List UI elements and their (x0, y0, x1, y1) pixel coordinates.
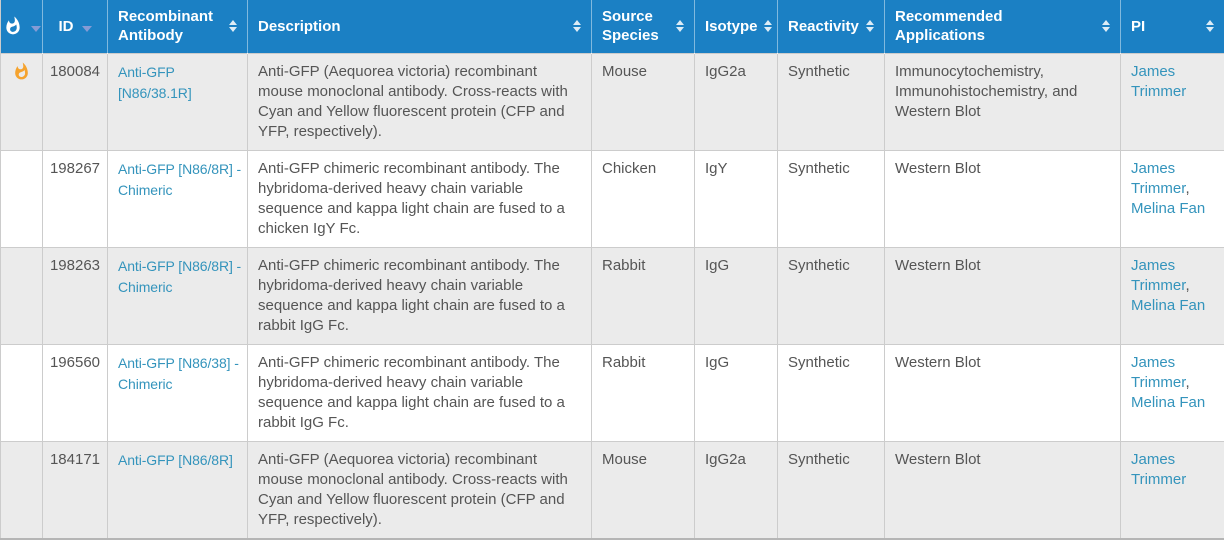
cell-isotype: IgY (695, 150, 778, 247)
pi-link[interactable]: Melina Fan (1131, 297, 1205, 314)
column-header-pi[interactable]: PI (1121, 0, 1224, 53)
column-label: PI (1131, 17, 1145, 36)
cell-description: Anti-GFP chimeric recombinant antibody. … (248, 247, 592, 344)
cell-antibody: Anti-GFP [N86/38] - Chimeric (108, 344, 248, 441)
pi-link[interactable]: James Trimmer (1131, 354, 1185, 391)
column-label: Source Species (602, 7, 670, 45)
sort-descending-icon (82, 26, 92, 32)
cell-hot (1, 53, 43, 150)
cell-pi: James Trimmer, Melina Fan (1121, 247, 1224, 344)
pi-link[interactable]: James Trimmer (1131, 257, 1185, 294)
sort-icon (573, 20, 581, 32)
cell-id: 184171 (43, 441, 108, 539)
cell-reactivity: Synthetic (778, 150, 885, 247)
sort-icon (229, 20, 237, 32)
pi-link[interactable]: James Trimmer (1131, 160, 1185, 197)
cell-description: Anti-GFP (Aequorea victoria) recombinant… (248, 441, 592, 539)
cell-antibody: Anti-GFP [N86/8R] (108, 441, 248, 539)
cell-reactivity: Synthetic (778, 247, 885, 344)
sort-descending-icon (31, 26, 41, 32)
table-row: 198263 Anti-GFP [N86/8R] - Chimeric Anti… (1, 247, 1224, 344)
cell-id: 196560 (43, 344, 108, 441)
cell-id: 198267 (43, 150, 108, 247)
flame-icon (3, 16, 23, 36)
sort-icon (1206, 20, 1214, 32)
column-header-reactivity[interactable]: Reactivity (778, 0, 885, 53)
column-label: Recommended Applications (895, 7, 1096, 45)
cell-source-species: Rabbit (592, 344, 695, 441)
cell-reactivity: Synthetic (778, 53, 885, 150)
cell-pi: James Trimmer, Melina Fan (1121, 344, 1224, 441)
antibody-link[interactable]: Anti-GFP [N86/8R] (118, 452, 233, 468)
cell-pi: James Trimmer (1121, 441, 1224, 539)
pi-link[interactable]: Melina Fan (1131, 394, 1205, 411)
pi-link[interactable]: James Trimmer (1131, 451, 1186, 488)
pi-separator: , (1185, 374, 1189, 391)
sort-icon (1102, 20, 1110, 32)
cell-source-species: Mouse (592, 441, 695, 539)
antibody-link[interactable]: Anti-GFP [N86/38] - Chimeric (118, 355, 239, 392)
cell-pi: James Trimmer (1121, 53, 1224, 150)
column-label: Reactivity (788, 17, 859, 36)
antibody-link[interactable]: Anti-GFP [N86/8R] - Chimeric (118, 258, 241, 295)
cell-isotype: IgG2a (695, 53, 778, 150)
sort-icon (764, 20, 772, 32)
cell-id: 198263 (43, 247, 108, 344)
cell-description: Anti-GFP chimeric recombinant antibody. … (248, 344, 592, 441)
column-label: ID (59, 17, 74, 36)
cell-source-species: Chicken (592, 150, 695, 247)
cell-antibody: Anti-GFP [N86/8R] - Chimeric (108, 150, 248, 247)
cell-applications: Immunocytochemistry, Immunohistochemistr… (885, 53, 1121, 150)
antibody-link[interactable]: Anti-GFP [N86/38.1R] (118, 64, 192, 101)
cell-description: Anti-GFP (Aequorea victoria) recombinant… (248, 53, 592, 150)
cell-isotype: IgG (695, 247, 778, 344)
cell-applications: Western Blot (885, 150, 1121, 247)
cell-applications: Western Blot (885, 247, 1121, 344)
cell-source-species: Mouse (592, 53, 695, 150)
cell-reactivity: Synthetic (778, 441, 885, 539)
cell-applications: Western Blot (885, 344, 1121, 441)
hot-flame-icon (12, 62, 31, 81)
column-label: Recombinant Antibody (118, 7, 223, 45)
cell-source-species: Rabbit (592, 247, 695, 344)
column-header-isotype[interactable]: Isotype (695, 0, 778, 53)
cell-hot (1, 150, 43, 247)
table-row: 184171 Anti-GFP [N86/8R] Anti-GFP (Aequo… (1, 441, 1224, 539)
cell-hot (1, 247, 43, 344)
cell-pi: James Trimmer, Melina Fan (1121, 150, 1224, 247)
pi-link[interactable]: James Trimmer (1131, 63, 1186, 100)
table-header: ID Recombinant Antibody Description Sour… (1, 0, 1224, 53)
column-header-recommended-applications[interactable]: Recommended Applications (885, 0, 1121, 53)
cell-isotype: IgG2a (695, 441, 778, 539)
column-header-description[interactable]: Description (248, 0, 592, 53)
cell-hot (1, 344, 43, 441)
column-header-recombinant-antibody[interactable]: Recombinant Antibody (108, 0, 248, 53)
cell-antibody: Anti-GFP [N86/38.1R] (108, 53, 248, 150)
cell-hot (1, 441, 43, 539)
cell-description: Anti-GFP chimeric recombinant antibody. … (248, 150, 592, 247)
column-header-source-species[interactable]: Source Species (592, 0, 695, 53)
cell-id: 180084 (43, 53, 108, 150)
cell-antibody: Anti-GFP [N86/8R] - Chimeric (108, 247, 248, 344)
cell-reactivity: Synthetic (778, 344, 885, 441)
cell-applications: Western Blot (885, 441, 1121, 539)
cell-isotype: IgG (695, 344, 778, 441)
column-label: Isotype (705, 17, 758, 36)
pi-separator: , (1185, 180, 1189, 197)
column-header-id[interactable]: ID (43, 0, 108, 53)
column-header-hot[interactable] (1, 0, 43, 53)
table-row: 180084 Anti-GFP [N86/38.1R] Anti-GFP (Ae… (1, 53, 1224, 150)
table-row: 196560 Anti-GFP [N86/38] - Chimeric Anti… (1, 344, 1224, 441)
pi-link[interactable]: Melina Fan (1131, 200, 1205, 217)
sort-icon (866, 20, 874, 32)
column-label: Description (258, 17, 341, 36)
table-row: 198267 Anti-GFP [N86/8R] - Chimeric Anti… (1, 150, 1224, 247)
antibody-link[interactable]: Anti-GFP [N86/8R] - Chimeric (118, 161, 241, 198)
pi-separator: , (1185, 277, 1189, 294)
sort-icon (676, 20, 684, 32)
